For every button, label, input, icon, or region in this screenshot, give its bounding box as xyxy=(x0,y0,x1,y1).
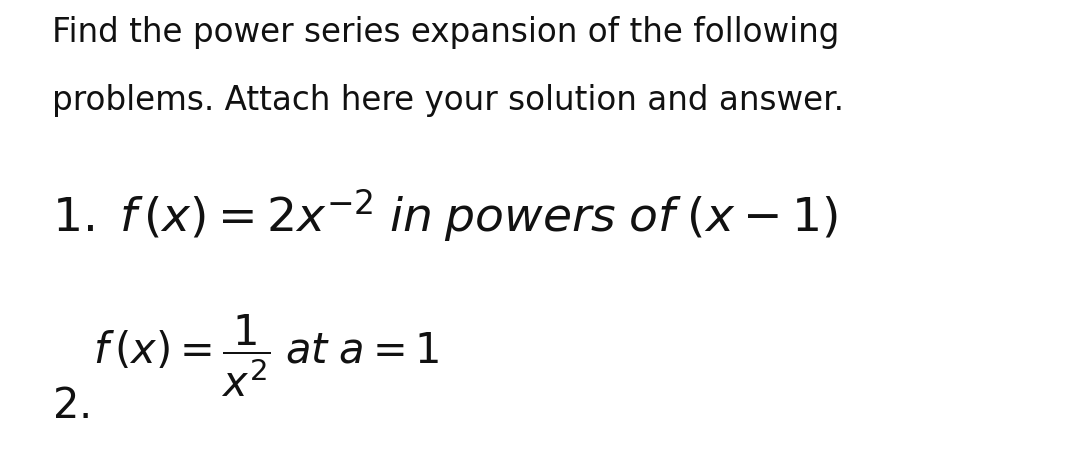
Text: $1.\;f\,(x) = 2x^{-2}\;\mathit{in\;powers\;of}\;(x-1)$: $1.\;f\,(x) = 2x^{-2}\;\mathit{in\;power… xyxy=(52,187,837,244)
Text: Find the power series expansion of the following: Find the power series expansion of the f… xyxy=(52,16,839,50)
Text: problems. Attach here your solution and answer.: problems. Attach here your solution and … xyxy=(52,84,843,117)
Text: $f\,(x) = \dfrac{1}{x^2}\;\mathit{at}\;a = 1$: $f\,(x) = \dfrac{1}{x^2}\;\mathit{at}\;a… xyxy=(93,313,440,399)
Text: $2.$: $2.$ xyxy=(52,385,89,427)
